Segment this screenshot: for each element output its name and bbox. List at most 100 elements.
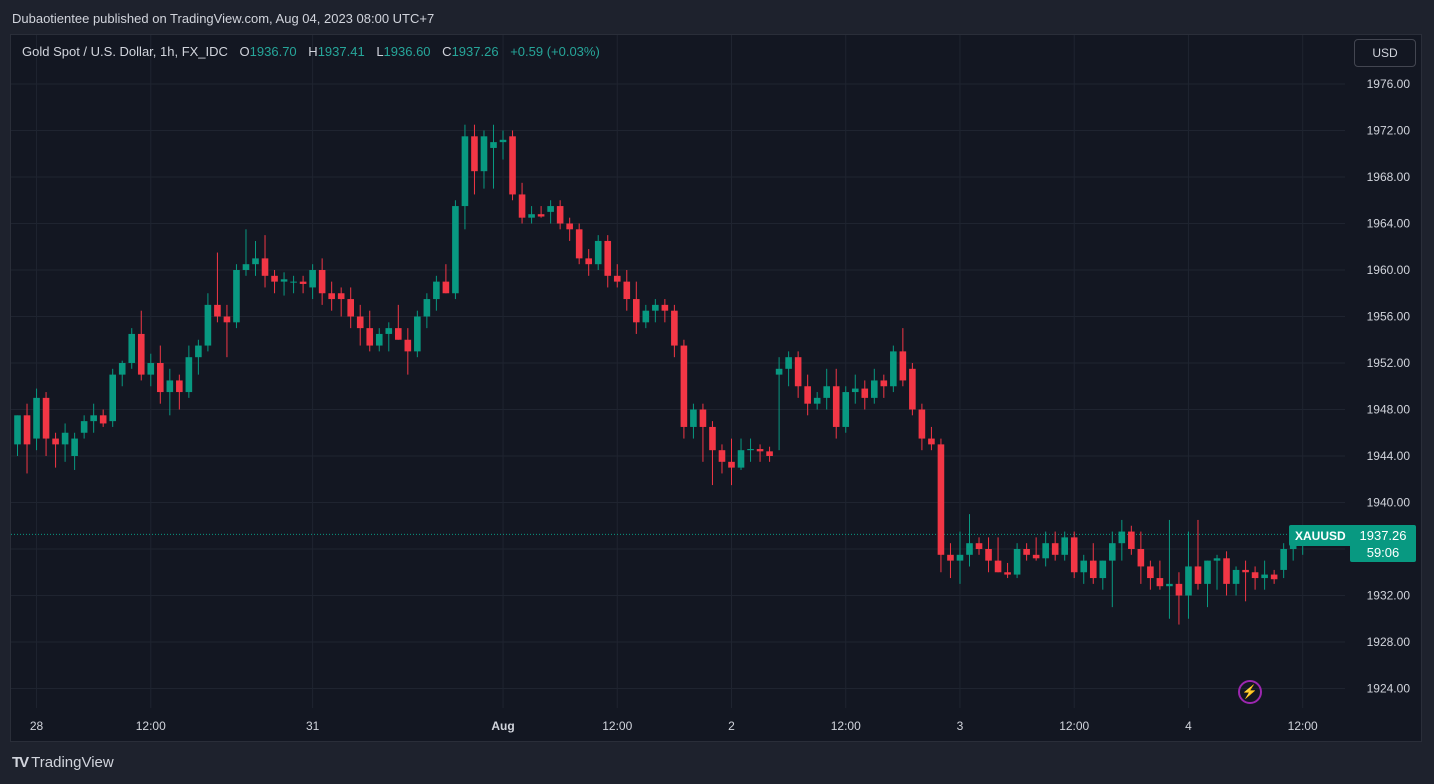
candle <box>14 415 21 456</box>
candle-body <box>1099 560 1107 579</box>
candle-body <box>661 304 669 311</box>
candle <box>1099 560 1107 590</box>
candle <box>252 240 259 276</box>
candle <box>1061 531 1068 561</box>
candle-body <box>775 368 783 375</box>
price-axis-label: 1932.00 <box>1367 589 1411 603</box>
candle-body <box>794 357 802 387</box>
candle-body <box>90 415 97 422</box>
candle-body <box>547 206 554 212</box>
candle-body <box>633 299 640 323</box>
candle-body <box>851 388 859 393</box>
candle-body <box>366 328 374 346</box>
candle-body <box>1013 549 1021 575</box>
candle-body <box>1032 554 1040 559</box>
candle <box>937 438 945 573</box>
candle-body <box>328 293 335 300</box>
candle <box>699 403 707 462</box>
candle-body <box>890 351 897 387</box>
candle-body <box>109 374 116 422</box>
candle <box>756 444 764 462</box>
candle <box>1242 560 1249 602</box>
candle <box>71 432 78 470</box>
candle <box>728 438 735 486</box>
candle <box>680 339 688 439</box>
candle <box>375 328 383 352</box>
candle-body <box>1194 566 1202 584</box>
candle-body <box>585 258 592 265</box>
candle-body <box>166 380 174 393</box>
candle <box>147 353 155 387</box>
candle-body <box>195 345 202 358</box>
candle-body <box>280 279 288 282</box>
candle-body <box>871 380 878 398</box>
candle-body <box>176 380 183 393</box>
candle-body <box>756 449 764 452</box>
chart-pane[interactable] <box>10 34 1422 742</box>
candle <box>547 200 554 224</box>
candle-body <box>1204 560 1211 584</box>
open-label: O <box>239 44 250 59</box>
candle-body <box>490 142 497 148</box>
candle <box>909 363 916 416</box>
candle-body <box>1232 569 1240 584</box>
footer-brand[interactable]: TV TradingView <box>12 754 114 771</box>
candle <box>128 328 136 369</box>
candle-body <box>518 194 526 218</box>
candle-body <box>423 299 431 317</box>
candle-body <box>537 214 545 217</box>
candle <box>652 299 659 323</box>
candle-body <box>604 240 612 276</box>
candle-body <box>385 328 393 334</box>
candle <box>785 351 792 387</box>
candle <box>1080 554 1088 584</box>
price-axis-label: 1928.00 <box>1367 635 1411 649</box>
candle <box>471 124 478 195</box>
candle-body <box>1251 572 1259 579</box>
candle-body <box>899 351 907 381</box>
close-label: C <box>442 44 452 59</box>
candle <box>1147 560 1154 590</box>
price-axis-label: 1948.00 <box>1367 403 1411 417</box>
candle <box>480 130 488 189</box>
time-axis: 28 12:00 31 Aug 12:00 2 12:00 3 12:00 4 12:00 <box>30 719 1318 733</box>
price-axis-label: 1924.00 <box>1367 682 1411 696</box>
candle-body <box>1128 531 1135 549</box>
candle <box>661 299 669 323</box>
candle <box>1185 531 1192 619</box>
lightning-icon[interactable]: ⚡ <box>1238 680 1262 704</box>
candle <box>718 444 726 474</box>
candle-body <box>928 438 935 445</box>
candle <box>890 345 897 393</box>
candle <box>737 438 745 470</box>
candle-body <box>813 397 821 404</box>
candle-body <box>14 415 21 445</box>
time-axis-label: 12:00 <box>136 719 166 733</box>
candle-body <box>318 270 326 294</box>
candle-body <box>42 397 50 439</box>
candle <box>775 357 783 451</box>
candle-body <box>918 409 926 439</box>
candle <box>709 421 716 486</box>
candle <box>137 310 145 381</box>
candle-body <box>442 281 450 294</box>
candle-body <box>880 380 888 387</box>
price-axis-label: 1976.00 <box>1367 77 1411 91</box>
candle-body <box>271 275 278 282</box>
candle <box>613 264 621 288</box>
candle <box>1109 531 1116 608</box>
candle <box>242 229 250 276</box>
candle-body <box>1280 549 1287 570</box>
price-axis-label: 1940.00 <box>1367 496 1411 510</box>
time-axis-label: 4 <box>1185 719 1192 733</box>
candle <box>299 275 307 294</box>
candle-body <box>261 258 269 276</box>
candle <box>509 130 516 201</box>
candle-body <box>223 316 231 323</box>
candle-body <box>1061 537 1068 555</box>
currency-button[interactable]: USD <box>1354 39 1416 67</box>
candle-body <box>1261 574 1268 579</box>
candle <box>832 368 840 439</box>
close-value: 1937.26 <box>451 44 499 59</box>
